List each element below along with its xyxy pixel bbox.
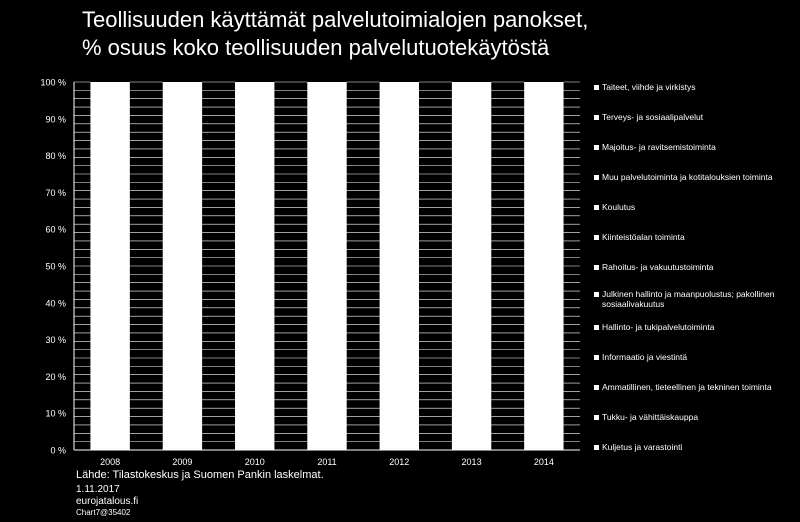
legend-swatch [594, 235, 599, 240]
y-tick-label: 80 % [45, 151, 66, 161]
bar [307, 82, 347, 450]
legend-label: Julkinen hallinto ja maanpuolustus; pako… [602, 289, 775, 309]
legend-label: Muu palvelutoiminta ja kotitalouksien to… [602, 172, 773, 182]
chart-code: Chart7@35402 [76, 508, 131, 517]
legend-label: Terveys- ja sosiaalipalvelut [602, 112, 704, 122]
legend-label: Majoitus- ja ravitsemistoiminta [602, 142, 716, 152]
bar [235, 82, 275, 450]
legend-swatch [594, 385, 599, 390]
y-tick-label: 40 % [45, 298, 66, 308]
legend-swatch [594, 175, 599, 180]
y-tick-label: 90 % [45, 114, 66, 124]
publication-date: 1.11.2017 [76, 484, 120, 495]
legend-label: Informaatio ja viestintä [602, 352, 688, 362]
legend-swatch [594, 445, 599, 450]
bar [524, 82, 564, 450]
y-tick-label: 60 % [45, 225, 66, 235]
x-tick-label: 2011 [317, 457, 336, 467]
x-tick-label: 2013 [462, 457, 482, 467]
bar [162, 82, 203, 450]
site-name: eurojatalous.fi [76, 496, 139, 507]
x-tick-label: 2009 [172, 457, 192, 467]
bar [90, 82, 130, 450]
bar [379, 82, 419, 450]
legend-label: Taiteet, viihde ja virkistys [602, 82, 696, 92]
y-tick-label: 10 % [45, 409, 66, 419]
y-tick-label: 20 % [45, 372, 66, 382]
y-tick-label: 30 % [45, 335, 66, 345]
x-tick-label: 2014 [534, 457, 554, 467]
legend-swatch [594, 205, 599, 210]
y-tick-label: 70 % [45, 188, 66, 198]
x-tick-label: 2012 [389, 457, 409, 467]
source-note: Lähde: Tilastokeskus ja Suomen Pankin la… [76, 469, 324, 481]
x-tick-label: 2008 [100, 457, 120, 467]
legend-label: Ammatillinen, tieteellinen ja tekninen t… [602, 382, 772, 392]
bar [451, 82, 492, 450]
legend-swatch [594, 355, 599, 360]
legend-swatch [594, 292, 599, 297]
legend-swatch [594, 85, 599, 90]
title-line-1: Teollisuuden käyttämät palvelutoimialoje… [82, 7, 589, 32]
legend-label: Tukku- ja vähittäiskauppa [602, 412, 699, 422]
chart-title: Teollisuuden käyttämät palvelutoimialoje… [82, 6, 782, 62]
legend-swatch [594, 265, 599, 270]
y-tick-label: 50 % [45, 262, 66, 272]
legend-swatch [594, 145, 599, 150]
legend-label: Hallinto- ja tukipalvelutoiminta [602, 322, 715, 332]
legend-label: Rahoitus- ja vakuutustoiminta [602, 262, 714, 272]
y-tick-label: 0 % [50, 446, 66, 456]
title-line-2: % osuus koko teollisuuden palvelutuotekä… [82, 35, 550, 60]
y-tick-label: 100 % [40, 78, 66, 88]
legend-swatch [594, 415, 599, 420]
legend-label: Kiinteistöalan toiminta [602, 232, 685, 242]
legend-label: Kuljetus ja varastointi [602, 442, 683, 452]
x-tick-label: 2010 [245, 457, 265, 467]
legend-swatch [594, 115, 599, 120]
legend-swatch [594, 325, 599, 330]
legend-label: Koulutus [602, 202, 636, 212]
